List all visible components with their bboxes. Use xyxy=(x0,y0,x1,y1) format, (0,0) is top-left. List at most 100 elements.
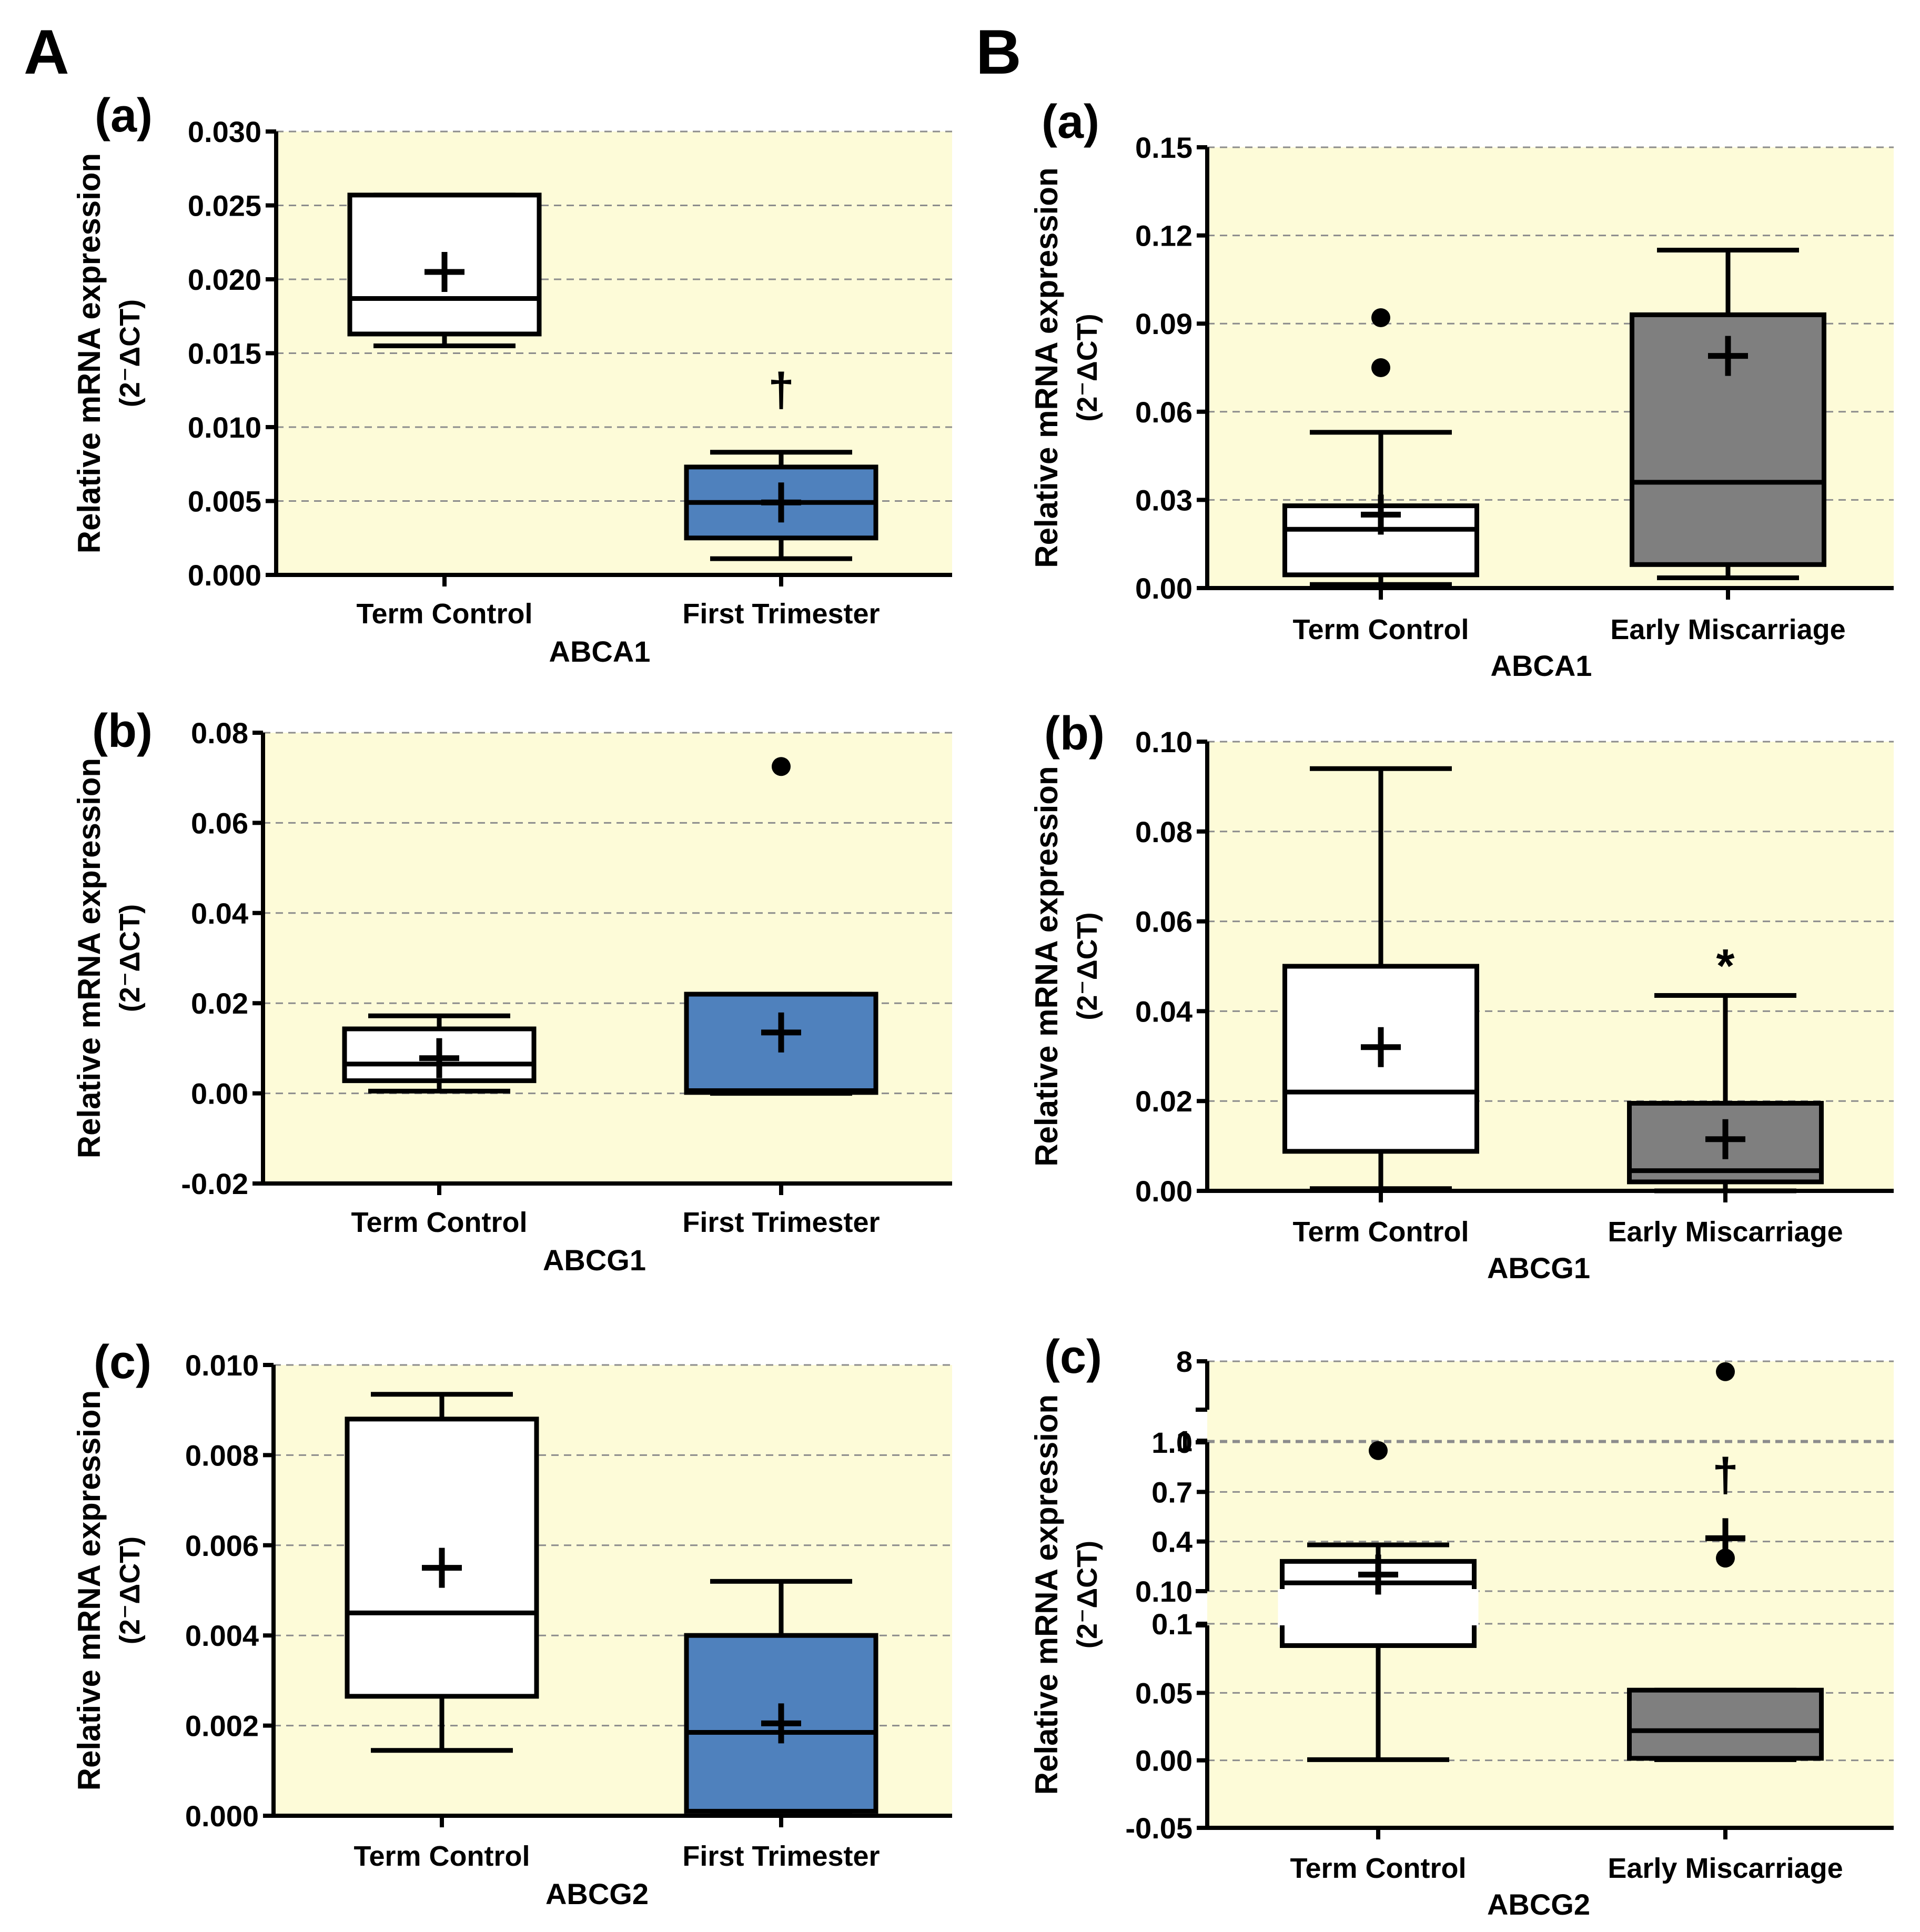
outlier-point xyxy=(1371,308,1390,328)
panel-label-b: B xyxy=(976,17,1022,87)
y-axis-subtitle: (2⁻ΔCT) xyxy=(1072,313,1103,421)
chart-a-c: 0.000 0.002 0.004 0.006 0.008 0.010 Term Contr… xyxy=(72,1336,952,1910)
y-tick-label: 0.006 xyxy=(185,1529,259,1562)
y-tick-label: 1.0 xyxy=(1151,1426,1193,1459)
outlier-point xyxy=(772,757,791,776)
x-category-label: Early Miscarriage xyxy=(1610,614,1845,645)
x-category-label: Term Control xyxy=(1293,614,1469,645)
y-axis-title: Relative mRNA expression xyxy=(1029,766,1064,1166)
gene-label: ABCG1 xyxy=(543,1243,646,1277)
y-tick-label: 0.010 xyxy=(185,1349,259,1382)
significance-marker: † xyxy=(1712,1449,1739,1502)
chart-b-c: -0.05 0.00 0.05 0.100.1 0.4 0.7 1.01 8 Term Cont… xyxy=(1029,1331,1894,1921)
y-axis-subtitle: (2⁻ΔCT) xyxy=(1072,1541,1103,1648)
y-tick-label: 0.06 xyxy=(191,806,248,839)
y-tick-label: 0.004 xyxy=(185,1619,259,1652)
gene-label: ABCG1 xyxy=(1487,1251,1590,1284)
box-term-control xyxy=(347,193,542,348)
y-tick-label: 1 xyxy=(1176,1424,1193,1458)
y-tick-label: 0.03 xyxy=(1135,483,1193,517)
y-tick-label: 0.00 xyxy=(1135,1175,1193,1208)
y-tick-label: 0.04 xyxy=(1135,995,1193,1028)
x-category-label: First Trimester xyxy=(682,1840,880,1872)
chart-b-b: 0.00 0.02 0.04 0.06 0.08 0.10 Term Control Earl… xyxy=(1029,707,1894,1284)
y-axis-subtitle: (2⁻ΔCT) xyxy=(1072,912,1103,1020)
y-tick-label: 0.005 xyxy=(188,485,261,518)
gene-label: ABCG2 xyxy=(545,1877,649,1910)
axis-break-gap xyxy=(1278,1589,1479,1627)
y-tick-label: 0.4 xyxy=(1151,1525,1193,1559)
box-term-control xyxy=(345,1392,539,1753)
x-category-label: Early Miscarriage xyxy=(1608,1853,1843,1884)
chart-a-b: -0.02 0.00 0.02 0.04 0.06 0.08 Term Control Fir… xyxy=(72,705,952,1277)
y-tick-label: 0.1 xyxy=(1151,1607,1193,1641)
x-category-label: Term Control xyxy=(351,1207,528,1238)
y-tick-label: 0.06 xyxy=(1135,396,1193,429)
x-category-label: Term Control xyxy=(1293,1216,1469,1248)
outlier-point xyxy=(1716,1362,1735,1381)
box-body xyxy=(1627,1687,1824,1761)
y-tick-label: 0.002 xyxy=(185,1710,259,1743)
x-category-label: Early Miscarriage xyxy=(1608,1216,1843,1248)
y-tick-label: -0.02 xyxy=(181,1167,248,1200)
chart-b-a: 0.00 0.03 0.06 0.09 0.12 0.15 Term Control Earl… xyxy=(1029,96,1894,682)
panel-label-a: A xyxy=(24,17,69,87)
box-term-control xyxy=(1282,766,1479,1191)
gene-label: ABCA1 xyxy=(549,635,651,668)
y-axis-title: Relative mRNA expression xyxy=(1029,167,1064,568)
significance-marker: * xyxy=(1716,940,1734,993)
box-term-control xyxy=(342,1013,537,1094)
y-tick-label: 0.025 xyxy=(188,189,261,222)
x-category-label: Term Control xyxy=(1290,1853,1467,1884)
y-tick-label: 0.000 xyxy=(185,1799,259,1833)
y-tick-label: 0.15 xyxy=(1135,131,1193,164)
x-category-label: First Trimester xyxy=(682,598,880,630)
y-axis-title: Relative mRNA expression xyxy=(72,153,107,553)
y-axis-title: Relative mRNA expression xyxy=(72,758,107,1158)
y-tick-label: 0.00 xyxy=(1135,1744,1193,1777)
box-early-miscarriage xyxy=(1627,1362,1824,1762)
y-tick-label: 0.7 xyxy=(1151,1475,1193,1509)
charts: 0.000 0.005 0.010 0.015 0.020 0.025 0.030 Term … xyxy=(72,89,1894,1921)
outlier-point xyxy=(1369,1441,1388,1460)
box-term-control xyxy=(1278,1441,1479,1762)
box-body xyxy=(1630,312,1826,567)
outlier-point xyxy=(1371,358,1390,377)
y-axis-title: Relative mRNA expression xyxy=(1029,1394,1064,1795)
subpanel-label: (a) xyxy=(95,89,153,142)
subpanel-label: (b) xyxy=(1044,707,1105,760)
y-axis-subtitle: (2⁻ΔCT) xyxy=(114,1536,146,1644)
subpanel-label: (a) xyxy=(1042,96,1099,148)
box-early-miscarriage xyxy=(1627,993,1824,1193)
y-tick-label: 0.00 xyxy=(191,1077,248,1110)
x-category-label: Term Control xyxy=(354,1840,530,1872)
box-early-miscarriage xyxy=(1630,248,1826,580)
x-category-label: First Trimester xyxy=(682,1207,880,1238)
box-first-trimester xyxy=(684,1579,878,1814)
y-tick-label: 0.02 xyxy=(191,987,248,1020)
significance-marker: † xyxy=(768,364,794,417)
chart-a-a: 0.000 0.005 0.010 0.015 0.020 0.025 0.030 Term … xyxy=(72,89,952,668)
y-tick-label: 0.10 xyxy=(1135,725,1193,758)
y-tick-label: 0.08 xyxy=(1135,815,1193,848)
gene-label: ABCA1 xyxy=(1491,649,1592,682)
subpanel-label: (c) xyxy=(1044,1331,1102,1383)
subpanel-label: (b) xyxy=(92,705,153,757)
y-tick-label: 0.010 xyxy=(188,411,261,444)
y-tick-label: 0.02 xyxy=(1135,1085,1193,1118)
y-tick-label: 0.04 xyxy=(191,897,248,930)
y-tick-label: 0.030 xyxy=(188,115,261,148)
y-axis-title: Relative mRNA expression xyxy=(72,1390,107,1791)
y-axis-subtitle: (2⁻ΔCT) xyxy=(114,299,146,407)
subpanel-label: (c) xyxy=(94,1336,151,1389)
y-tick-label: 0.05 xyxy=(1135,1676,1193,1710)
y-tick-label: 0.12 xyxy=(1135,219,1193,252)
y-tick-label: 0.020 xyxy=(188,263,261,296)
y-tick-label: -0.05 xyxy=(1125,1812,1193,1845)
gene-label: ABCG2 xyxy=(1487,1888,1590,1921)
x-category-label: Term Control xyxy=(357,598,533,630)
box-term-control xyxy=(1282,308,1479,587)
y-tick-label: 0.06 xyxy=(1135,905,1193,938)
plot-background xyxy=(263,733,952,1184)
